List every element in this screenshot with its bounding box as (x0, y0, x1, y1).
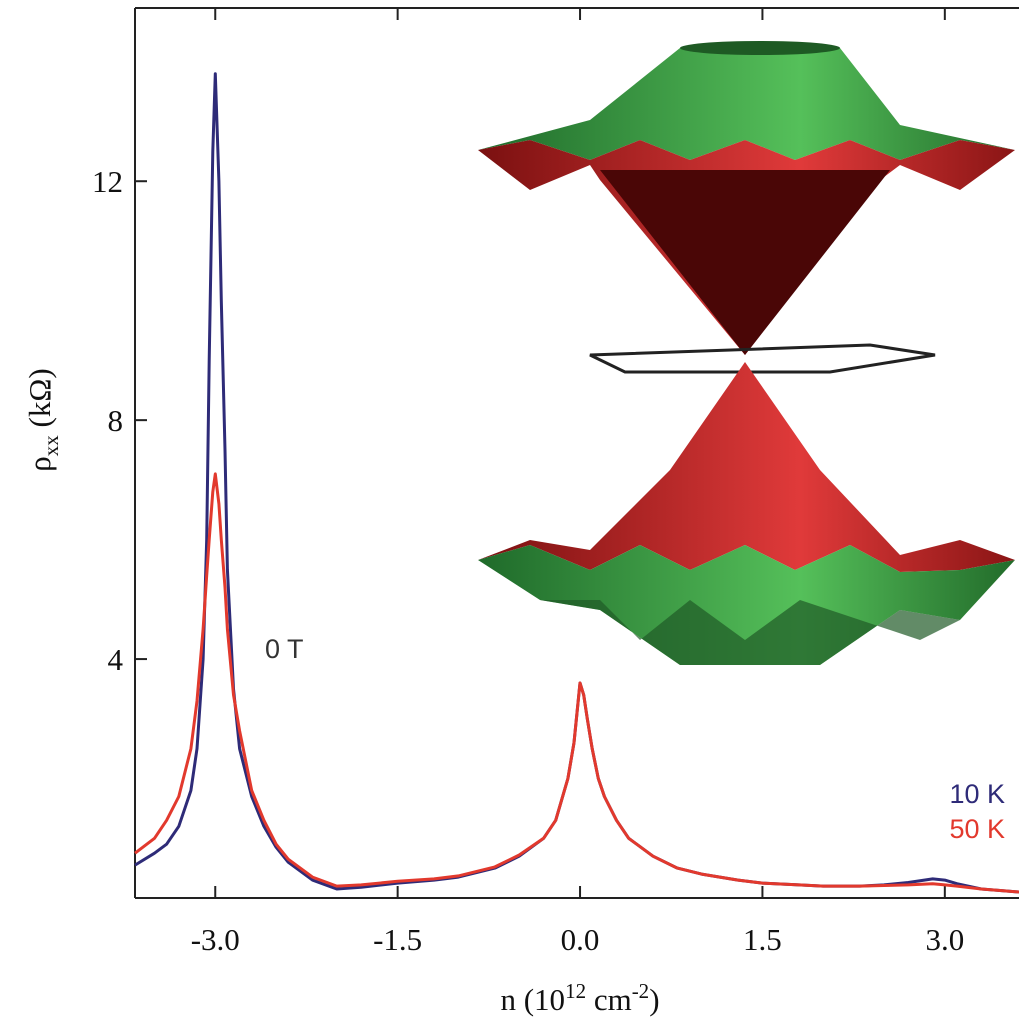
x-tick-label: -1.5 (373, 922, 422, 957)
x-tick-label: -3.0 (191, 922, 240, 957)
x-tick-label: 3.0 (925, 922, 964, 957)
x-label-part: cm (586, 982, 632, 1017)
y-label-part: (kΩ) (22, 368, 57, 435)
x-tick-label: 1.5 (743, 922, 782, 957)
y-tick-label: 12 (92, 164, 123, 199)
series-line (134, 72, 1019, 894)
annotation: 0 T (265, 634, 304, 664)
x-label-part: n (10 (500, 982, 565, 1017)
y-axis-label: ρxx (kΩ) (22, 368, 63, 471)
y-label-sub: xx (39, 435, 63, 457)
x-axis-label: n (1012 cm-2) (500, 979, 659, 1017)
x-tick-label: 0.0 (561, 922, 600, 957)
legend-entry: 10 K (949, 779, 1005, 809)
band-structure-inset (478, 41, 1015, 665)
x-label-sup: -2 (632, 979, 650, 1003)
y-tick-label: 4 (108, 642, 124, 677)
legend-entry: 50 K (949, 814, 1005, 844)
x-label-sup: 12 (565, 979, 586, 1003)
series-line (134, 472, 1019, 894)
y-tick-label: 8 (108, 403, 124, 438)
y-label-part: ρ (22, 456, 57, 471)
x-label-part: ) (649, 982, 659, 1017)
